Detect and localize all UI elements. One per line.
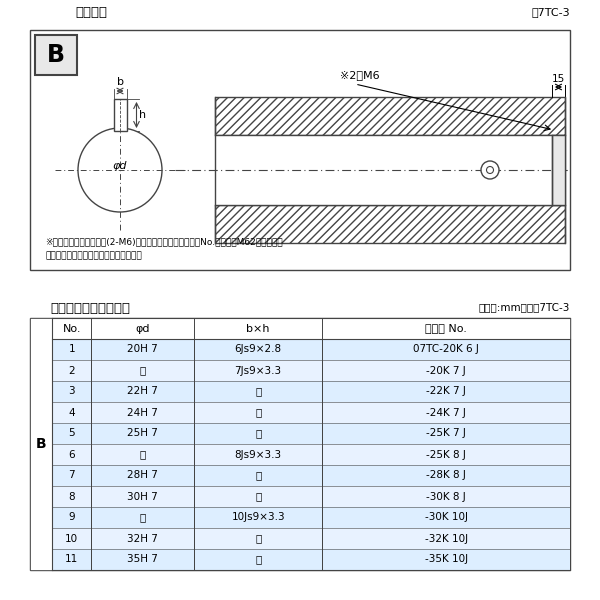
Bar [552, 135, 565, 205]
Bar [35, 35, 77, 75]
Text: B: B [35, 437, 46, 451]
Bar [30, 318, 52, 570]
Text: -30K 8 J: -30K 8 J [427, 491, 466, 502]
Text: 30H 7: 30H 7 [127, 491, 158, 502]
Text: ※セットボルト用タップ(2-M6)が必要な場合は右記コードNo.の末尾にM62を付ける。: ※セットボルト用タップ(2-M6)が必要な場合は右記コードNo.の末尾にM62を… [45, 238, 283, 247]
Bar [215, 135, 565, 205]
Text: φd: φd [112, 161, 127, 171]
Bar [52, 507, 570, 528]
Text: 15: 15 [552, 74, 565, 84]
Bar [52, 423, 570, 444]
Bar [52, 444, 570, 465]
Text: 〃: 〃 [255, 386, 261, 397]
Text: 10: 10 [65, 533, 78, 544]
Text: 5: 5 [68, 428, 75, 439]
Text: 〃: 〃 [255, 491, 261, 502]
Text: ※2－M6: ※2－M6 [340, 70, 380, 80]
Text: （セットボルトは付属されています。）: （セットボルトは付属されています。） [45, 251, 142, 260]
Text: （単位:mm）　表7TC-3: （単位:mm） 表7TC-3 [479, 302, 570, 312]
Text: 4: 4 [68, 407, 75, 418]
Circle shape [481, 161, 499, 179]
Text: コード No.: コード No. [425, 323, 467, 334]
Bar [30, 318, 570, 570]
Text: 〃: 〃 [140, 365, 146, 376]
Bar [52, 318, 570, 339]
Text: 〃: 〃 [255, 533, 261, 544]
Bar [52, 402, 570, 423]
Text: 7Js9×3.3: 7Js9×3.3 [235, 365, 282, 376]
Text: -20K 7 J: -20K 7 J [427, 365, 466, 376]
Text: No.: No. [62, 323, 81, 334]
Text: 〃: 〃 [140, 449, 146, 460]
Text: -30K 10J: -30K 10J [425, 512, 467, 523]
Bar [52, 528, 570, 549]
Text: 6Js9×2.8: 6Js9×2.8 [235, 344, 282, 355]
Text: 9: 9 [68, 512, 75, 523]
Text: 07TC-20K 6 J: 07TC-20K 6 J [413, 344, 479, 355]
Circle shape [487, 166, 493, 173]
Text: -28K 8 J: -28K 8 J [426, 470, 466, 481]
Bar [52, 360, 570, 381]
Text: b: b [116, 77, 124, 87]
Text: 8Js9×3.3: 8Js9×3.3 [235, 449, 282, 460]
Text: -22K 7 J: -22K 7 J [426, 386, 466, 397]
Text: φd: φd [136, 323, 150, 334]
Bar [215, 97, 565, 135]
Text: 32H 7: 32H 7 [127, 533, 158, 544]
Circle shape [78, 128, 162, 212]
Bar [552, 135, 565, 205]
Bar [113, 99, 127, 131]
Text: 軸稴形状コード一覧表: 軸稴形状コード一覧表 [50, 302, 130, 315]
Text: -35K 10J: -35K 10J [425, 554, 468, 565]
Text: 軸稴形状: 軸稴形状 [75, 5, 107, 19]
Text: b×h: b×h [247, 323, 270, 334]
Bar [215, 205, 565, 243]
Text: 〃: 〃 [140, 512, 146, 523]
Text: 〃: 〃 [255, 428, 261, 439]
Text: 8: 8 [68, 491, 75, 502]
Text: 35H 7: 35H 7 [127, 554, 158, 565]
Text: 6: 6 [68, 449, 75, 460]
Bar [52, 381, 570, 402]
Text: 28H 7: 28H 7 [127, 470, 158, 481]
Bar [52, 549, 570, 570]
Text: -25K 7 J: -25K 7 J [426, 428, 466, 439]
Bar [52, 339, 570, 360]
Bar [52, 465, 570, 486]
Text: 7: 7 [68, 470, 75, 481]
Text: 11: 11 [65, 554, 79, 565]
Text: 2: 2 [68, 365, 75, 376]
Text: 22H 7: 22H 7 [127, 386, 158, 397]
Text: 1: 1 [68, 344, 75, 355]
Text: h: h [139, 110, 146, 120]
Text: 10Js9×3.3: 10Js9×3.3 [232, 512, 285, 523]
Text: B: B [47, 43, 65, 67]
Text: -24K 7 J: -24K 7 J [426, 407, 466, 418]
Text: 〃: 〃 [255, 407, 261, 418]
Bar [30, 30, 570, 270]
Text: 囧7TC-3: 囧7TC-3 [532, 7, 570, 17]
Text: 〃: 〃 [255, 470, 261, 481]
Text: -32K 10J: -32K 10J [425, 533, 468, 544]
Text: 24H 7: 24H 7 [127, 407, 158, 418]
Text: 20H 7: 20H 7 [127, 344, 158, 355]
Text: 25H 7: 25H 7 [127, 428, 158, 439]
Text: 3: 3 [68, 386, 75, 397]
Text: 〃: 〃 [255, 554, 261, 565]
Bar [52, 486, 570, 507]
Text: -25K 8 J: -25K 8 J [426, 449, 466, 460]
